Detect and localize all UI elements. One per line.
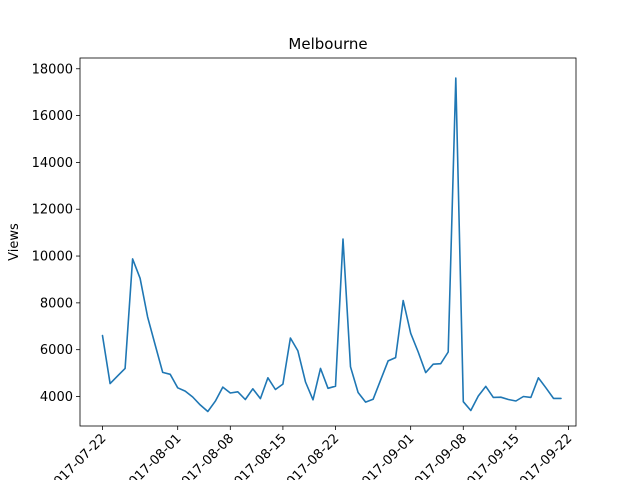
x-tick-label: 2017-07-22 — [45, 431, 109, 480]
x-tick-label: 2017-08-08 — [173, 431, 237, 480]
x-tick-label: 2017-08-22 — [278, 431, 342, 480]
plot-frame — [79, 57, 577, 427]
x-tick-label: 2017-09-15 — [459, 431, 523, 480]
y-axis: 4000 6000 8000 10000 12000 14000 16000 18000 — [32, 62, 80, 405]
x-tick-label: 2017-09-08 — [406, 431, 470, 480]
y-axis-label: Views — [7, 223, 22, 261]
x-tick-label: 2017-09-01 — [353, 431, 417, 480]
y-tick-label: 14000 — [32, 156, 73, 171]
y-tick-label: 4000 — [40, 390, 73, 405]
y-tick-label: 6000 — [40, 343, 73, 358]
y-tick-label: 16000 — [32, 109, 73, 124]
x-tick-label: 2017-09-22 — [511, 431, 575, 480]
y-tick-label: 12000 — [32, 203, 73, 218]
y-tick-label: 10000 — [32, 250, 73, 265]
x-tick-label: 2017-08-15 — [226, 431, 290, 480]
y-tick-label: 18000 — [32, 62, 73, 77]
y-tick-label: 8000 — [40, 296, 73, 311]
series-line-views — [101, 77, 562, 413]
chart-title: Melbourne — [288, 35, 367, 53]
x-tick-label: 2017-08-01 — [120, 431, 184, 480]
x-axis: 2017-07-22 2017-08-012017-08-082017-08-15… — [45, 426, 575, 480]
